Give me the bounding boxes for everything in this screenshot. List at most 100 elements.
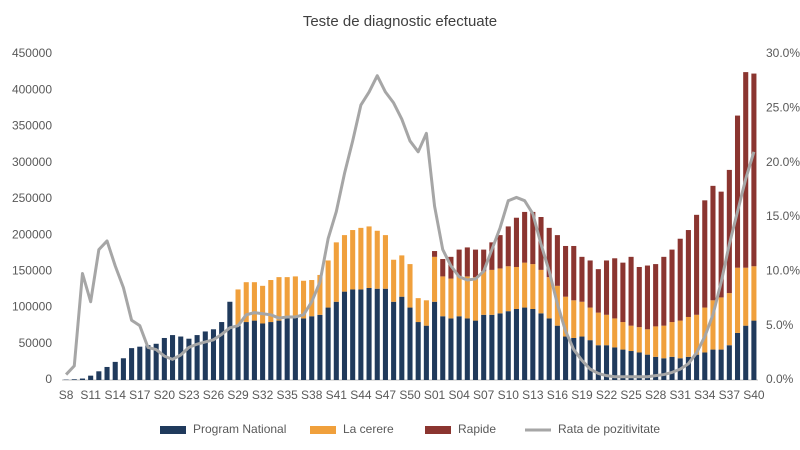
- bar: [423, 300, 429, 326]
- x-tick-label: S25: [620, 388, 642, 402]
- bar: [653, 356, 659, 380]
- bar: [751, 266, 757, 321]
- x-tick-label: S10: [498, 388, 520, 402]
- bar: [669, 356, 675, 380]
- y-tick-label: 300000: [12, 155, 52, 169]
- x-tick-label: S28: [645, 388, 667, 402]
- bar: [333, 301, 339, 380]
- bar: [292, 276, 298, 317]
- bar: [276, 320, 282, 380]
- bar: [710, 300, 716, 350]
- bar: [186, 338, 192, 380]
- bar: [325, 307, 331, 380]
- bar: [415, 322, 421, 380]
- y-tick-label: 400000: [12, 82, 52, 96]
- line: [64, 74, 756, 379]
- bar: [456, 276, 462, 317]
- bar: [145, 345, 151, 380]
- bar: [481, 249, 487, 272]
- bar: [309, 316, 315, 380]
- bar: [391, 301, 397, 380]
- bar: [456, 316, 462, 380]
- bar: [571, 337, 577, 380]
- bar: [284, 318, 290, 380]
- bar: [350, 289, 356, 380]
- bar: [407, 307, 413, 380]
- x-tick-label: S31: [670, 388, 692, 402]
- bar: [702, 200, 708, 308]
- bar: [522, 307, 528, 380]
- bar: [129, 348, 135, 380]
- bar: [489, 314, 495, 380]
- bar: [710, 185, 716, 301]
- bar: [563, 296, 569, 337]
- y-tick-label: 350000: [12, 119, 52, 133]
- bar: [579, 301, 585, 337]
- bar: [620, 322, 626, 350]
- bar: [260, 323, 266, 380]
- bar: [595, 312, 601, 346]
- legend-swatch: [425, 426, 451, 434]
- bar: [88, 375, 94, 380]
- bar: [530, 309, 536, 380]
- bar: [350, 230, 356, 290]
- bar: [399, 255, 405, 297]
- y-tick-label: 0: [45, 372, 52, 386]
- bar: [268, 280, 274, 323]
- bar: [734, 115, 741, 268]
- bar: [170, 335, 176, 380]
- x-tick-label: S13: [522, 388, 544, 402]
- bar: [366, 226, 372, 288]
- x-tick-label: S17: [129, 388, 151, 402]
- bar: [579, 256, 585, 302]
- bar: [702, 352, 708, 380]
- bar: [538, 269, 544, 314]
- bar: [358, 227, 364, 290]
- bar: [382, 288, 388, 380]
- bar: [137, 346, 143, 380]
- bar: [636, 266, 642, 328]
- bar: [243, 282, 249, 323]
- bar: [628, 256, 634, 326]
- bar: [251, 320, 257, 380]
- bar: [743, 325, 749, 380]
- bar: [251, 282, 257, 321]
- bar: [612, 347, 618, 380]
- x-tick-label: S32: [252, 388, 274, 402]
- bar: [734, 267, 741, 333]
- x-tick-label: S14: [105, 388, 127, 402]
- bar: [391, 259, 397, 302]
- bar: [227, 301, 233, 380]
- bar: [685, 230, 691, 317]
- bar: [563, 336, 569, 380]
- bar: [628, 351, 634, 380]
- legend-label: Rata de pozitivitate: [558, 422, 660, 436]
- x-tick-label: S44: [350, 388, 372, 402]
- bar: [661, 256, 667, 326]
- x-tick-label: S20: [154, 388, 176, 402]
- bar: [718, 191, 724, 298]
- bar: [276, 277, 282, 321]
- y2-tick-label: 25.0%: [766, 101, 800, 115]
- bar: [260, 285, 266, 324]
- bar: [284, 277, 290, 319]
- y-tick-label: 250000: [12, 191, 52, 205]
- bar: [595, 269, 601, 313]
- bar: [612, 258, 618, 319]
- bar: [472, 320, 479, 380]
- bar: [743, 72, 749, 268]
- x-tick-label: S37: [719, 388, 741, 402]
- bar: [530, 264, 536, 310]
- bar: [644, 265, 650, 330]
- bar: [440, 276, 446, 317]
- bar: [464, 247, 470, 277]
- bar: [702, 307, 708, 353]
- bar: [644, 329, 650, 355]
- bar: [210, 329, 217, 380]
- bar: [636, 327, 642, 353]
- bar: [718, 297, 724, 350]
- x-tick-label: S40: [743, 388, 765, 402]
- bar: [587, 307, 593, 341]
